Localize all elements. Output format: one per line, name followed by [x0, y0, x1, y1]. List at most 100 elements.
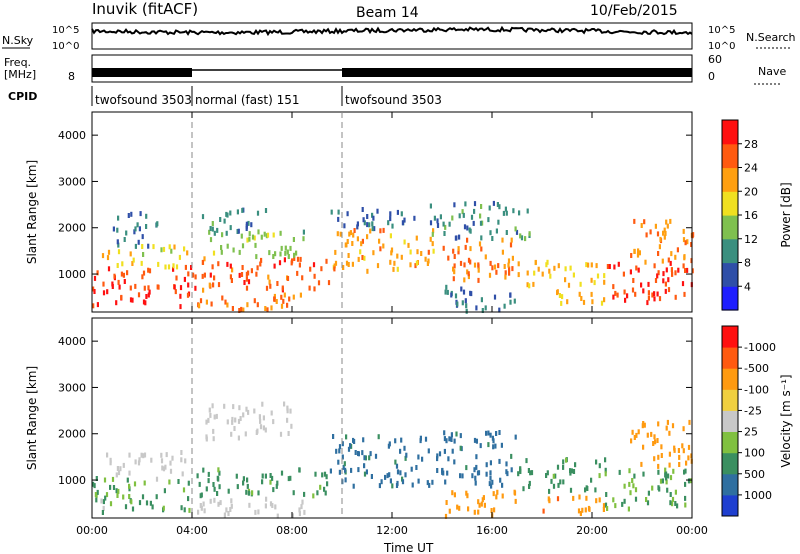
data-cell	[664, 288, 667, 294]
data-cell	[148, 268, 152, 274]
data-cell	[690, 242, 693, 247]
data-cell	[503, 264, 506, 269]
data-cell	[475, 438, 478, 444]
data-cell	[257, 509, 260, 515]
data-cell	[548, 488, 551, 494]
data-cell	[181, 471, 184, 477]
data-cell	[424, 256, 427, 262]
data-cell	[271, 475, 274, 481]
data-cell	[344, 467, 347, 473]
data-cell	[299, 292, 302, 298]
colorbar-swatch-6	[722, 143, 738, 169]
data-cell	[469, 290, 472, 296]
data-cell	[490, 508, 493, 513]
data-cell	[674, 294, 677, 300]
data-cell	[183, 276, 186, 282]
data-cell	[421, 456, 424, 462]
data-cell	[580, 296, 583, 301]
data-cell	[537, 266, 540, 272]
x-tick-label-2: 08:00	[276, 524, 308, 537]
data-cell	[509, 242, 513, 248]
data-cell	[627, 506, 630, 512]
data-cell	[128, 470, 131, 476]
data-cell	[296, 256, 300, 262]
data-cell	[492, 491, 495, 497]
nave-tick-top: 60	[708, 53, 722, 66]
data-cell	[350, 467, 353, 473]
data-cell	[109, 457, 112, 463]
data-cell	[584, 507, 587, 513]
data-cell	[107, 249, 111, 255]
data-cell	[155, 494, 158, 500]
data-cell	[682, 228, 685, 234]
data-cell	[96, 270, 99, 276]
data-cell	[498, 458, 501, 464]
data-cell	[149, 500, 152, 506]
data-cell	[458, 213, 461, 219]
data-cell	[309, 266, 312, 272]
data-cell	[201, 214, 205, 220]
data-cell	[495, 494, 498, 500]
colorbar-swatch-8	[722, 326, 738, 348]
data-cell	[593, 280, 596, 286]
data-cell	[220, 245, 223, 250]
data-cell	[464, 201, 467, 207]
data-cell	[480, 235, 483, 241]
data-cell	[477, 509, 480, 515]
data-cell	[216, 227, 219, 233]
data-cell	[452, 266, 455, 272]
data-cell	[112, 485, 116, 490]
data-cell	[483, 502, 486, 508]
colorbar-swatch-3	[722, 431, 738, 454]
data-cell	[301, 499, 304, 505]
data-cell	[220, 249, 223, 255]
data-cell	[198, 303, 201, 309]
data-cell	[256, 302, 259, 308]
data-cell	[574, 462, 577, 468]
data-cell	[241, 243, 245, 249]
data-cell	[475, 464, 478, 470]
data-cell	[245, 406, 248, 412]
colorbar-tick-label-5: 24	[744, 162, 758, 175]
data-cell	[637, 248, 640, 254]
data-cell	[623, 289, 626, 295]
data-cell	[595, 498, 598, 504]
data-cell	[115, 488, 118, 494]
data-cell	[579, 511, 582, 516]
data-cell	[172, 266, 175, 272]
data-cell	[489, 260, 492, 266]
data-cell	[661, 478, 664, 484]
data-cell	[226, 212, 229, 218]
data-cell	[517, 261, 520, 267]
data-cell	[316, 490, 319, 496]
data-cell	[457, 246, 460, 252]
x-tick-label-5: 20:00	[576, 524, 608, 537]
data-cell	[464, 298, 467, 304]
data-cell	[139, 211, 142, 217]
data-cell	[509, 292, 512, 298]
data-cell	[286, 417, 289, 423]
data-cell	[390, 247, 394, 253]
data-cell	[657, 463, 660, 469]
data-cell	[253, 298, 256, 304]
data-cell	[231, 306, 234, 311]
data-cell	[487, 430, 490, 436]
colorbar-frame	[721, 325, 739, 517]
data-cell	[325, 474, 328, 480]
data-cell	[116, 227, 119, 233]
data-cell	[102, 281, 105, 287]
data-cell	[257, 229, 260, 235]
data-cell	[477, 267, 480, 273]
colorbar-tick-label-2: 100	[744, 447, 765, 460]
data-cell	[660, 444, 663, 450]
data-cell	[444, 224, 447, 230]
data-cell	[587, 262, 590, 268]
data-cell	[354, 450, 357, 455]
data-cell	[473, 208, 476, 214]
data-cell	[205, 486, 208, 492]
data-cell	[634, 496, 638, 502]
data-cell	[183, 246, 186, 252]
data-cell	[261, 401, 264, 407]
data-cell	[221, 232, 224, 238]
data-cell	[436, 468, 439, 473]
